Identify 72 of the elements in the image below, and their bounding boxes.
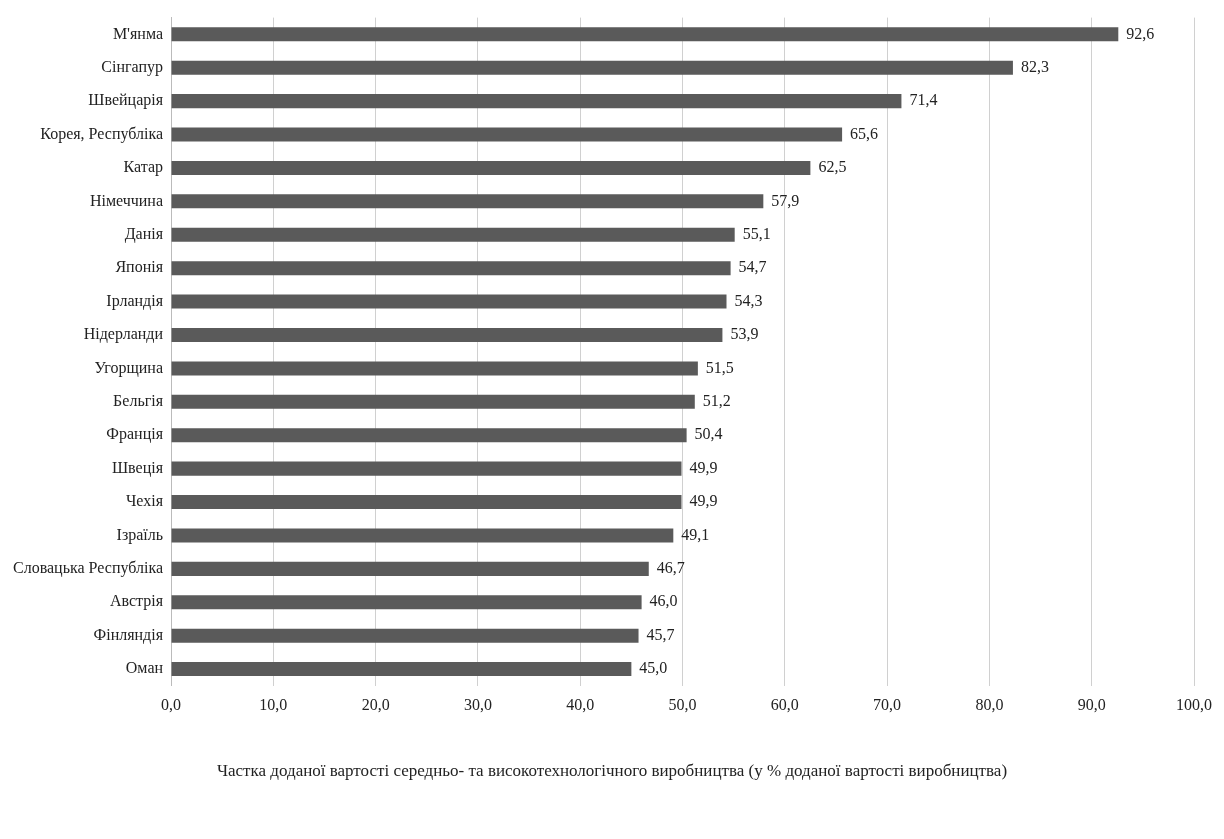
data-label: 45,0 — [639, 659, 668, 677]
bar — [171, 94, 902, 109]
data-label: 53,9 — [730, 325, 759, 343]
y-tick-label: Фінляндія — [93, 625, 164, 644]
bar — [171, 327, 723, 343]
y-tick-label: Німеччина — [89, 191, 164, 209]
bar — [171, 227, 735, 242]
x-tick-label: 70,0 — [873, 695, 902, 713]
data-label: 57,9 — [771, 191, 800, 209]
data-label: 62,5 — [818, 158, 847, 176]
data-label: 46,7 — [656, 559, 685, 577]
bar — [171, 628, 639, 643]
bar — [171, 194, 764, 209]
y-tick-label: Ізраїль — [116, 525, 164, 544]
y-tick-label: Чехія — [125, 492, 164, 510]
y-tick-label: Австрія — [109, 592, 164, 611]
data-label: 49,9 — [689, 458, 718, 476]
y-tick-label: Бельгія — [113, 392, 164, 410]
bar — [171, 528, 674, 543]
y-tick-label: Корея, Республіка — [40, 124, 164, 143]
x-tick-label: 0,0 — [161, 695, 182, 713]
data-label: 54,7 — [738, 258, 767, 276]
y-tick-label: Нідерланди — [83, 325, 164, 344]
y-tick-label: Данія — [124, 224, 164, 243]
bar — [171, 294, 727, 309]
data-label: 46,0 — [649, 592, 678, 610]
bar — [171, 361, 698, 376]
data-label: 51,2 — [702, 392, 731, 410]
data-label: 50,4 — [694, 425, 723, 443]
x-tick-label: 50,0 — [668, 695, 697, 713]
bar — [171, 261, 731, 276]
y-tick-label: Японія — [115, 258, 164, 276]
x-tick-label: 60,0 — [770, 695, 799, 713]
data-label: 65,6 — [850, 124, 879, 142]
y-tick-label: М'янма — [112, 24, 164, 42]
data-label: 92,6 — [1126, 24, 1155, 42]
x-tick-label: 30,0 — [463, 695, 492, 713]
y-tick-label: Швеція — [111, 458, 164, 477]
bar — [171, 394, 695, 409]
y-tick-label: Словацька Республіка — [12, 559, 164, 578]
x-tick-label: 40,0 — [566, 695, 595, 713]
bar — [171, 60, 1013, 75]
y-tick-label: Катар — [123, 158, 164, 177]
y-tick-label: Сінгапур — [101, 57, 164, 76]
y-tick-label: Швейцарія — [88, 91, 164, 110]
data-label: 49,9 — [689, 492, 718, 510]
x-tick-label: 10,0 — [259, 695, 288, 713]
x-tick-label: 20,0 — [361, 695, 390, 713]
bar — [171, 428, 687, 443]
x-tick-label: 90,0 — [1077, 695, 1106, 713]
data-label: 51,5 — [705, 358, 734, 376]
y-tick-label: Оман — [125, 659, 164, 677]
y-tick-label: Ірландія — [106, 291, 164, 310]
data-label: 55,1 — [742, 224, 771, 242]
x-tick-label: 80,0 — [975, 695, 1004, 713]
data-label: 45,7 — [646, 625, 675, 643]
data-label: 82,3 — [1020, 57, 1049, 75]
bar — [171, 495, 682, 510]
data-label: 49,1 — [681, 525, 710, 543]
bar — [171, 461, 682, 476]
bar — [171, 27, 1119, 42]
x-tick-label: 100,0 — [1176, 695, 1212, 713]
bar — [171, 127, 843, 142]
bar — [171, 595, 642, 610]
data-label: 54,3 — [734, 291, 763, 309]
y-tick-label: Франція — [106, 425, 164, 444]
data-label: 71,4 — [909, 91, 938, 109]
bar — [171, 561, 649, 576]
x-axis-title: Частка доданої вартості середньо- та високотехнологічного виробництва (у % доданої вартості виробництва) — [215, 760, 1009, 782]
bar — [171, 160, 811, 175]
y-tick-label: Угорщина — [94, 358, 164, 377]
bar — [171, 662, 632, 677]
